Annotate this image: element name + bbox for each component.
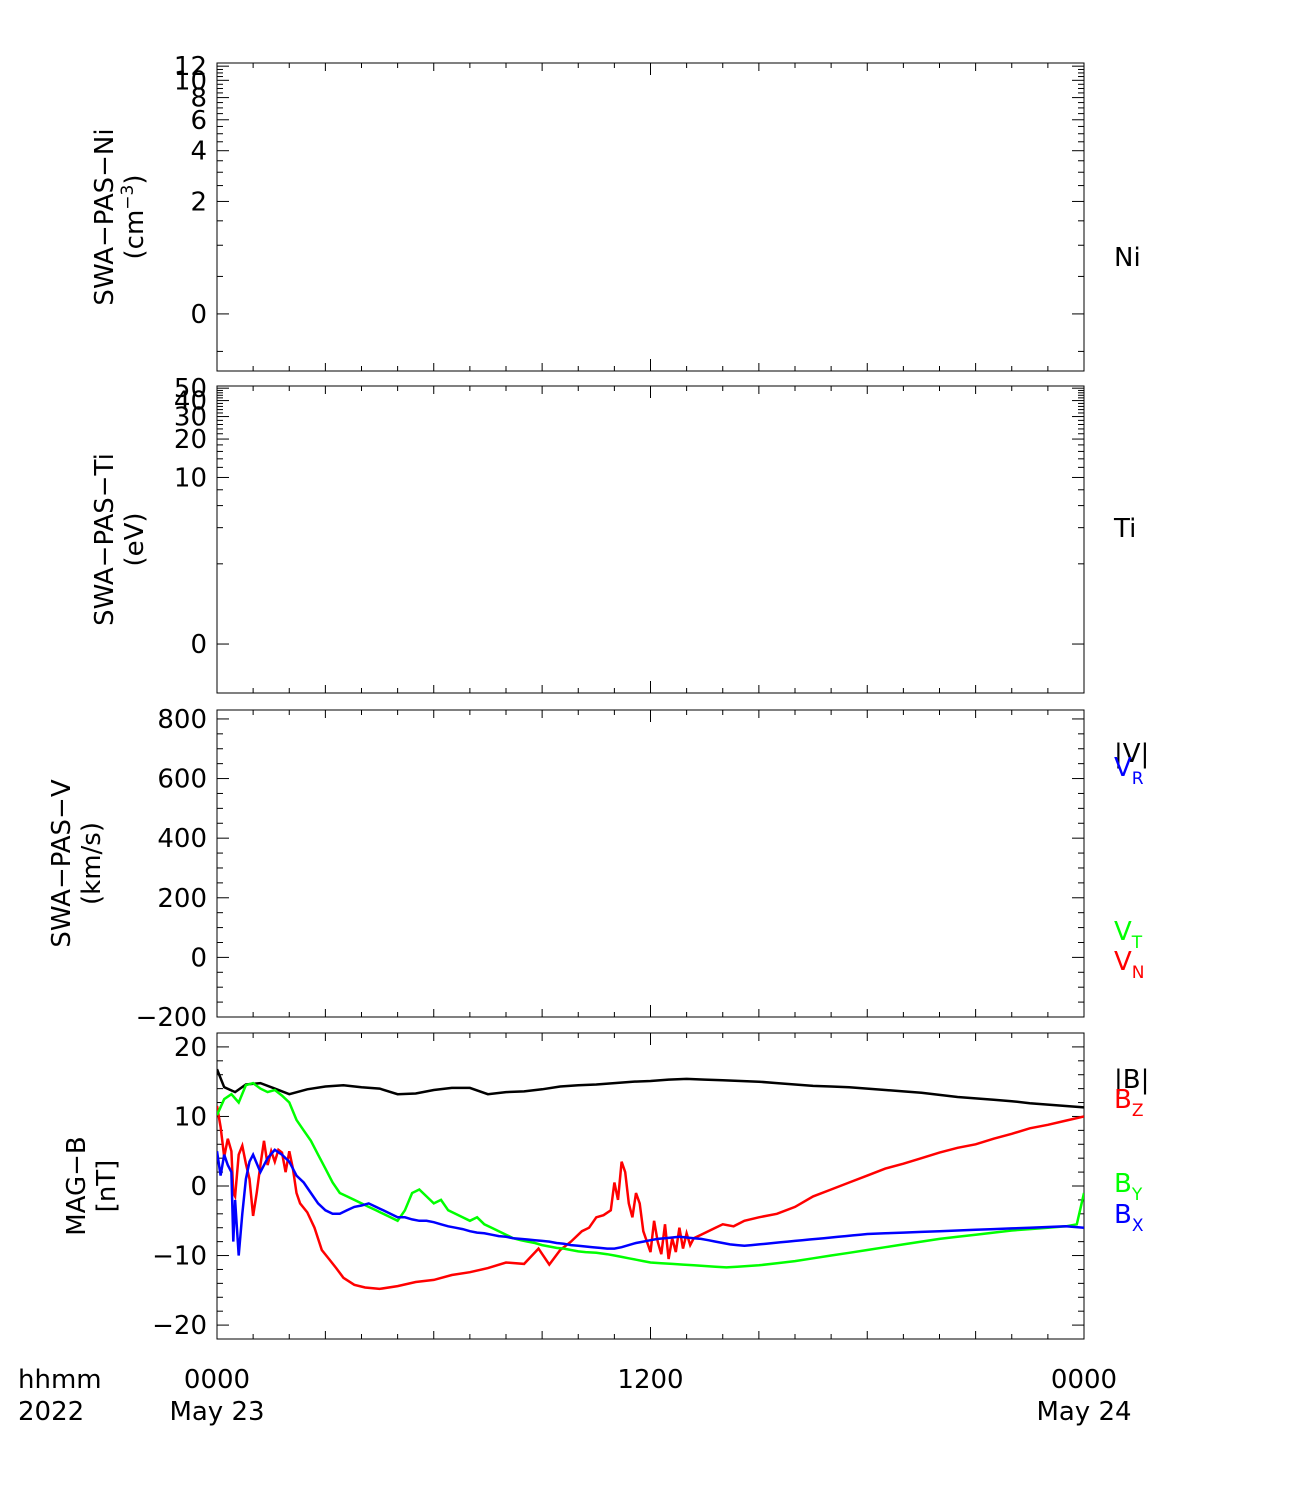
y-axis-unit-ti: (eV) [120, 512, 150, 566]
time-tick-label: 1200 [617, 1365, 683, 1395]
y-axis-label-ni: SWA−PAS−Ni [90, 128, 120, 305]
legend-label-v-0: |V| [1114, 739, 1149, 769]
y-tick-label: 0 [190, 300, 207, 330]
y-tick-label: 0 [190, 943, 207, 973]
y-tick-label: 40 [174, 387, 207, 417]
y-tick-label: 10 [174, 66, 207, 96]
y-tick-label: 6 [190, 106, 207, 136]
y-tick-label: 30 [174, 403, 207, 433]
y-tick-label: 20 [174, 425, 207, 455]
y-tick-label: 10 [174, 1102, 207, 1132]
y-tick-label: 600 [157, 765, 207, 795]
y-axis-label-v: SWA−PAS−V [47, 779, 77, 947]
date-tick-label: May 23 [169, 1397, 264, 1427]
series-line-mag-2 [217, 1081, 1084, 1269]
series-line-mag-0 [217, 1068, 1084, 1109]
y-tick-label: 8 [190, 84, 207, 114]
y-tick-label: 0 [190, 630, 207, 660]
time-tick-label: 0000 [1051, 1365, 1117, 1395]
y-axis-label-ti: SWA−PAS−Ti [90, 453, 120, 626]
time-axis-row2-label: 2022 [18, 1397, 84, 1427]
y-tick-label: 50 [174, 374, 207, 404]
date-tick-label: May 24 [1036, 1397, 1131, 1427]
y-tick-label: 2 [190, 187, 207, 217]
legend-label-ni-0: Ni [1114, 243, 1141, 273]
time-tick-label: 0000 [184, 1365, 250, 1395]
y-tick-label: 200 [157, 884, 207, 914]
y-axis-label-mag: MAG−B [62, 1136, 92, 1236]
y-tick-label: 400 [157, 824, 207, 854]
y-axis-unit-v: (km/s) [77, 822, 107, 905]
series-line-mag-1 [217, 1105, 1084, 1291]
series-line-mag-3 [217, 1148, 1084, 1256]
y-tick-label: 12 [174, 52, 207, 82]
y-tick-label: 4 [190, 137, 207, 167]
y-tick-label: 800 [157, 705, 207, 735]
y-tick-label: −20 [152, 1311, 207, 1341]
legend-label-ti-0: Ti [1113, 514, 1136, 544]
y-tick-label: −200 [136, 1003, 207, 1033]
y-axis-unit-mag: [nT] [92, 1160, 122, 1213]
time-axis-row1-label: hhmm [18, 1365, 102, 1395]
y-tick-label: 0 [190, 1172, 207, 1202]
legend-label-mag-0: |B| [1114, 1065, 1149, 1095]
y-tick-label: −10 [152, 1242, 207, 1272]
y-tick-label: 20 [174, 1033, 207, 1063]
y-tick-label: 10 [174, 463, 207, 493]
